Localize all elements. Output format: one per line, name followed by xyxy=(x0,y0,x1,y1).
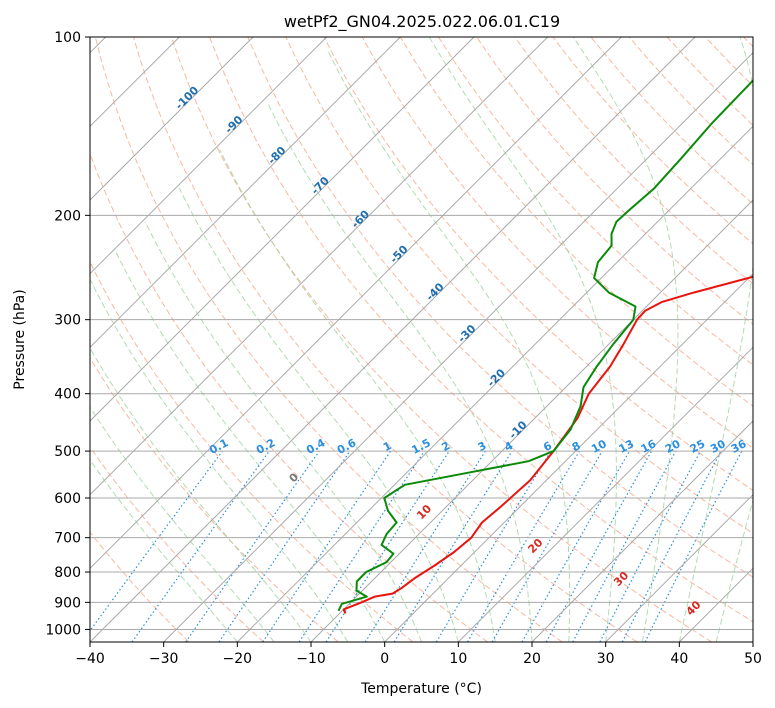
mixing-ratio-label: 30 xyxy=(708,437,728,456)
x-tick-label: 0 xyxy=(380,651,389,667)
mixing-ratio-line xyxy=(131,450,270,642)
y-tick-label: 400 xyxy=(54,387,81,403)
moist-adiabat-line xyxy=(678,37,753,642)
y-tick-label: 300 xyxy=(54,313,81,329)
dry-adiabat-line xyxy=(361,37,753,449)
dry-adiabat-line xyxy=(132,37,638,642)
mixing-ratio-label: 36 xyxy=(729,437,749,456)
mixing-ratio-line xyxy=(262,450,392,642)
dry-adiabat-line xyxy=(514,37,753,285)
profiles xyxy=(337,78,753,614)
x-axis-label: Temperature (°C) xyxy=(360,681,482,697)
y-tick-label: 1000 xyxy=(45,622,81,638)
x-tick-label: −40 xyxy=(75,651,105,667)
isotherm-line xyxy=(531,420,753,642)
moist-adiabat-line xyxy=(90,406,275,642)
y-tick-label: 500 xyxy=(54,444,81,460)
x-tick-label: 50 xyxy=(744,651,762,667)
mixing-ratio-line xyxy=(393,450,513,642)
isotherm-line xyxy=(457,346,753,642)
moist-adiabat-line xyxy=(90,278,349,642)
mixing-ratio-line xyxy=(644,450,743,642)
mixing-ratio-label: 13 xyxy=(617,437,637,456)
x-tick-label: 10 xyxy=(449,651,467,667)
y-axis: 100 200 300 400 500 600 700 800 900 1000 xyxy=(45,30,90,638)
moist-adiabat-line xyxy=(428,37,617,642)
moist-adiabat-line xyxy=(572,37,679,642)
isotherm-line xyxy=(90,37,696,642)
dry-adiabat-line xyxy=(247,37,753,578)
moist-adiabat-line xyxy=(90,459,238,642)
isotherm-line xyxy=(90,37,254,201)
temperature-profile-line xyxy=(342,275,753,614)
isotherm-line xyxy=(90,37,475,422)
isotherm-line xyxy=(163,51,753,642)
moist-adiabat-line xyxy=(178,187,459,642)
plot-frame xyxy=(89,36,754,643)
moist-adiabat-line xyxy=(144,221,422,642)
mixing-ratio-line xyxy=(545,450,653,642)
mixing-ratio-line xyxy=(218,450,351,642)
mixing-ratio-line xyxy=(325,450,450,642)
x-tick-label: 20 xyxy=(523,651,541,667)
y-tick-label: 800 xyxy=(54,565,81,581)
mixing-ratio-label: 25 xyxy=(688,437,708,456)
mixing-ratio-line xyxy=(185,450,320,642)
isotherm-line xyxy=(90,37,622,570)
chart-title: wetPf2_GN04.2025.022.06.01.C19 xyxy=(284,12,560,32)
skewed-isotherms xyxy=(90,37,753,642)
y-tick-label: 600 xyxy=(54,491,81,507)
x-axis: −40 −30 −20 −10 0 10 20 30 40 50 xyxy=(75,642,762,667)
x-tick-label: 30 xyxy=(597,651,615,667)
pressure-gridlines xyxy=(90,37,753,630)
x-tick-label: −20 xyxy=(223,651,253,667)
dry-adiabat-line xyxy=(90,531,190,642)
dry-adiabat-line xyxy=(209,37,753,623)
isotherm-line xyxy=(90,37,328,275)
mixing-ratio-line xyxy=(521,450,631,642)
x-tick-label: 40 xyxy=(670,651,688,667)
mixing-ratio-lines xyxy=(90,450,743,642)
moist-adiabats xyxy=(90,37,753,642)
dry-adiabat-line xyxy=(90,152,488,642)
mixing-ratio-label: 16 xyxy=(639,437,659,456)
isotherm-line xyxy=(236,125,753,642)
y-tick-label: 100 xyxy=(54,30,81,46)
mixing-ratio-label: 10 xyxy=(589,437,609,456)
mixing-ratio-line xyxy=(90,450,223,632)
dry-adiabat-line xyxy=(94,37,563,642)
x-tick-label: −30 xyxy=(149,651,179,667)
x-tick-label: −10 xyxy=(296,651,326,667)
isotherm-line xyxy=(310,199,753,642)
isotherm-line xyxy=(384,272,753,642)
moist-adiabat-line xyxy=(115,251,386,642)
dry-adiabat-line xyxy=(90,356,339,642)
isotherm-line xyxy=(90,37,549,496)
moist-adiabat-line xyxy=(326,49,571,642)
y-tick-label: 700 xyxy=(54,531,81,547)
isotherm-line xyxy=(605,493,753,642)
mixing-ratio-line xyxy=(572,450,677,642)
isotherm-line xyxy=(90,37,401,349)
y-tick-label: 900 xyxy=(54,595,81,611)
plot-area xyxy=(90,37,753,642)
mixing-ratio-line xyxy=(298,450,425,642)
moist-adiabat-line xyxy=(90,347,312,642)
moist-adiabat-line xyxy=(267,104,533,642)
dry-adiabat-line xyxy=(90,446,264,642)
dry-adiabat-line xyxy=(285,37,753,535)
y-tick-label: 200 xyxy=(54,208,81,224)
mixing-ratio-label: 20 xyxy=(663,437,683,456)
y-axis-label: Pressure (hPa) xyxy=(12,289,28,389)
dry-adiabat-line xyxy=(437,37,753,366)
dry-adiabat-line xyxy=(399,37,753,407)
dewpoint-profile-line xyxy=(337,78,753,612)
